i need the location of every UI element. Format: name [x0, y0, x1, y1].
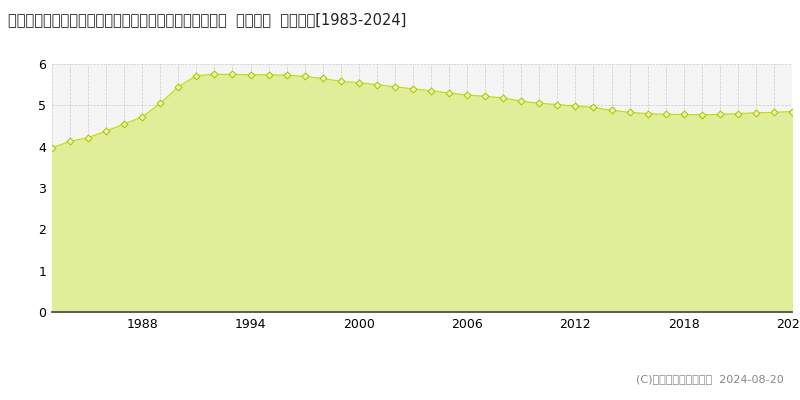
- Text: 栃木県下都賀郡壬生町大字安塚字西原２３８９番１１外  地価公示  地価推移[1983-2024]: 栃木県下都賀郡壬生町大字安塚字西原２３８９番１１外 地価公示 地価推移[1983…: [8, 12, 406, 27]
- Text: (C)土地価格ドットコム  2024-08-20: (C)土地価格ドットコム 2024-08-20: [636, 374, 784, 384]
